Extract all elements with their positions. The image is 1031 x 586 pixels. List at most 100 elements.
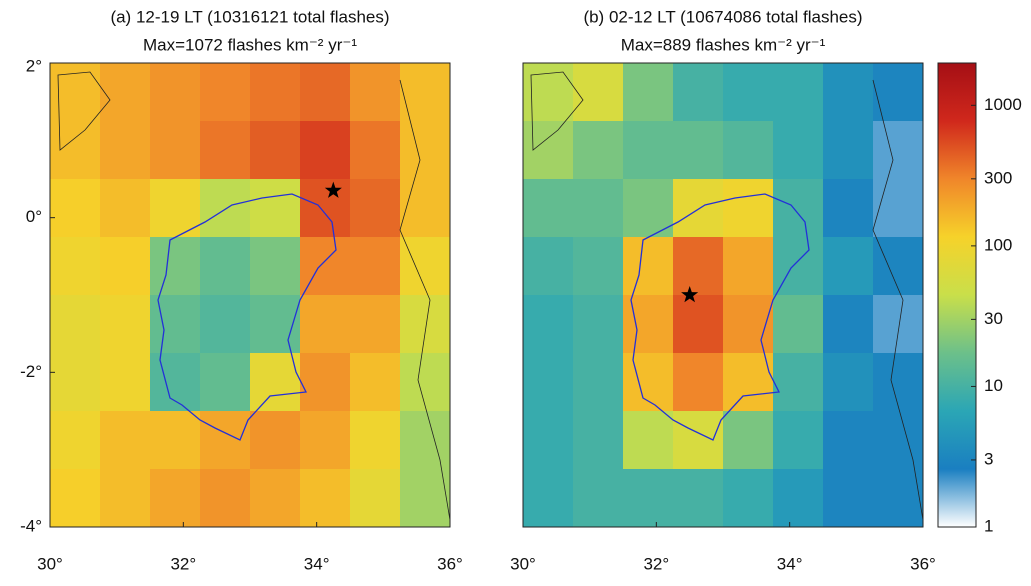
heatmap-cell [50, 237, 101, 296]
heatmap-cell [300, 121, 351, 180]
heatmap-cell [623, 295, 674, 354]
heatmap-cell [673, 295, 724, 354]
colorbar-tick-label: 1 [984, 516, 993, 535]
heatmap-cell [50, 353, 101, 412]
heatmap-cell [300, 63, 351, 122]
heatmap-cell [773, 295, 824, 354]
heatmap-cell [200, 121, 251, 180]
x-tick-label: 30° [510, 554, 536, 573]
heatmap-cell [573, 63, 624, 122]
heatmap-cell [523, 237, 574, 296]
heatmap-cell [100, 121, 151, 180]
panel-title: (a) 12-19 LT (10316121 total flashes) [110, 7, 389, 26]
colorbar-tick-label: 3 [984, 449, 993, 468]
heatmap-cell [823, 353, 874, 412]
x-tick-label: 36° [910, 554, 936, 573]
heatmap-cell [523, 121, 574, 180]
heatmap-cell [723, 121, 774, 180]
x-tick-label: 36° [437, 554, 463, 573]
heatmap-cell [723, 179, 774, 238]
colorbar-tick-label: 10 [984, 376, 1003, 395]
colorbar-tick-label: 100 [984, 235, 1012, 254]
heatmap-cell [200, 411, 251, 470]
heatmap-cell [523, 469, 574, 528]
colorbar-tick-label: 300 [984, 168, 1012, 187]
heatmap-cell [523, 411, 574, 470]
heatmap-cell [823, 411, 874, 470]
heatmap-cell [523, 179, 574, 238]
heatmap-cell [150, 63, 201, 122]
heatmap-cell [673, 121, 724, 180]
heatmap-cell [350, 295, 401, 354]
heatmap-cell [873, 179, 924, 238]
heatmap-cell [773, 411, 824, 470]
heatmap-cell [250, 411, 301, 470]
heatmap-cell [100, 237, 151, 296]
colorbar-tick-label: 30 [984, 309, 1003, 328]
heatmap-cell [573, 469, 624, 528]
heatmap-b [523, 63, 924, 528]
heatmap-cell [673, 63, 724, 122]
heatmap-cell [200, 237, 251, 296]
heatmap-cell [200, 353, 251, 412]
heatmap-cell [400, 237, 451, 296]
heatmap-cell [50, 63, 101, 122]
heatmap-cell [250, 469, 301, 528]
heatmap-cell [400, 179, 451, 238]
heatmap-cell [573, 121, 624, 180]
heatmap-cell [200, 179, 251, 238]
heatmap-cell [723, 237, 774, 296]
heatmap-cell [873, 353, 924, 412]
heatmap-cell [623, 237, 674, 296]
heatmap-cell [350, 411, 401, 470]
y-tick-label: -4° [20, 516, 42, 535]
heatmap-cell [823, 63, 874, 122]
heatmap-cell [573, 295, 624, 354]
heatmap-cell [873, 411, 924, 470]
heatmap-cell [523, 295, 574, 354]
heatmap-cell [300, 411, 351, 470]
heatmap-cell [773, 353, 824, 412]
heatmap-cell [150, 295, 201, 354]
heatmap-cell [623, 469, 674, 528]
heatmap-cell [150, 121, 201, 180]
heatmap-cell [773, 63, 824, 122]
panel-subtitle: Max=889 flashes km⁻² yr⁻¹ [621, 35, 826, 54]
heatmap-cell [773, 469, 824, 528]
y-tick-label: 2° [26, 56, 42, 75]
heatmap-cell [300, 469, 351, 528]
heatmap-cell [400, 411, 451, 470]
heatmap-cell [100, 469, 151, 528]
heatmap-cell [400, 295, 451, 354]
heatmap-cell [673, 411, 724, 470]
heatmap-cell [50, 295, 101, 354]
heatmap-cell [823, 237, 874, 296]
panel-title: (b) 02-12 LT (10674086 total flashes) [583, 7, 862, 26]
heatmap-cell [873, 237, 924, 296]
heatmap-cell [400, 353, 451, 412]
heatmap-cell [673, 179, 724, 238]
heatmap-cell [250, 179, 301, 238]
heatmap-cell [200, 295, 251, 354]
heatmap-cell [723, 411, 774, 470]
heatmap-cell [573, 411, 624, 470]
x-tick-label: 34° [304, 554, 330, 573]
x-tick-label: 32° [170, 554, 196, 573]
heatmap-cell [573, 179, 624, 238]
heatmap-cell [350, 353, 401, 412]
colorbar-tick-label: 1000 [984, 95, 1022, 114]
y-tick-label: 0° [26, 207, 42, 226]
x-tick-label: 34° [777, 554, 803, 573]
heatmap-cell [873, 295, 924, 354]
heatmap-cell [523, 63, 574, 122]
heatmap-cell [50, 411, 101, 470]
heatmap-cell [573, 237, 624, 296]
heatmap-cell [873, 63, 924, 122]
heatmap-cell [350, 63, 401, 122]
figure: (a) 12-19 LT (10316121 total flashes) Ma… [0, 0, 1031, 581]
heatmap-cell [623, 63, 674, 122]
heatmap-cell [823, 179, 874, 238]
heatmap-cell [200, 63, 251, 122]
heatmap-cell [623, 411, 674, 470]
heatmap-cell [673, 237, 724, 296]
